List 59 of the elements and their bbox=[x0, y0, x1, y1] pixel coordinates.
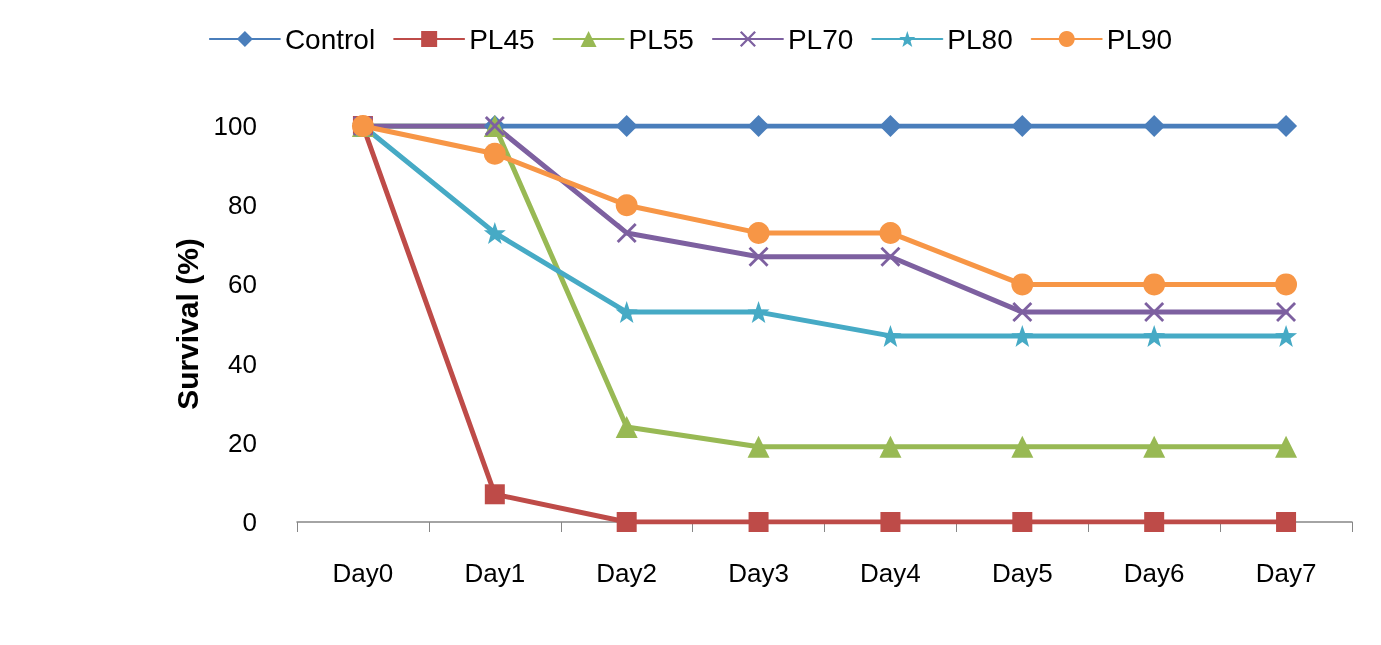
y-tick-label: 40 bbox=[228, 348, 257, 379]
y-axis-title: Survival (%) bbox=[171, 238, 205, 410]
point bbox=[1143, 273, 1166, 296]
point bbox=[1143, 435, 1166, 458]
point bbox=[747, 221, 770, 244]
x-tick-label: Day4 bbox=[860, 558, 921, 588]
legend-label: PL45 bbox=[469, 23, 535, 55]
point bbox=[1012, 302, 1033, 323]
y-tick-label: 100 bbox=[213, 111, 257, 141]
point bbox=[748, 246, 769, 267]
point bbox=[880, 512, 901, 532]
x-tick-label: Day6 bbox=[1123, 558, 1185, 588]
x-tick-label: Day3 bbox=[728, 558, 789, 588]
point bbox=[1276, 302, 1297, 323]
x-tick-label: Day7 bbox=[1255, 558, 1317, 588]
y-tick-label: 60 bbox=[228, 269, 257, 300]
y-tick-label: 0 bbox=[242, 507, 257, 537]
point bbox=[1143, 115, 1166, 137]
point bbox=[1012, 512, 1033, 532]
point bbox=[1275, 273, 1298, 296]
legend-label: PL70 bbox=[787, 23, 854, 55]
point bbox=[616, 512, 637, 532]
point bbox=[880, 246, 901, 267]
point bbox=[483, 142, 506, 165]
point bbox=[1275, 435, 1298, 458]
point bbox=[616, 222, 637, 243]
point bbox=[1275, 115, 1298, 137]
point bbox=[747, 301, 770, 324]
point bbox=[1143, 324, 1166, 347]
legend-label: PL90 bbox=[1106, 23, 1173, 55]
point bbox=[747, 435, 770, 458]
x-tick-label: Day1 bbox=[464, 558, 526, 588]
point bbox=[1011, 115, 1034, 137]
y-tick-label: 20 bbox=[228, 427, 257, 458]
legend-label: PL80 bbox=[947, 23, 1013, 55]
x-tick-label: Day5 bbox=[991, 558, 1053, 588]
y-tick-label: 80 bbox=[228, 190, 257, 221]
legend-label: PL55 bbox=[628, 23, 694, 55]
point bbox=[484, 484, 505, 505]
x-tick-label: Day2 bbox=[596, 558, 658, 588]
point bbox=[1275, 324, 1298, 347]
point bbox=[615, 115, 638, 137]
point bbox=[615, 301, 638, 324]
point bbox=[615, 194, 638, 217]
point bbox=[615, 415, 638, 438]
x-tick-label: Day0 bbox=[332, 558, 394, 588]
point bbox=[879, 435, 902, 458]
point bbox=[748, 512, 769, 532]
point bbox=[1276, 512, 1297, 532]
point bbox=[747, 115, 770, 137]
legend-label: Control bbox=[284, 23, 376, 55]
point bbox=[1144, 512, 1165, 532]
point bbox=[1011, 273, 1034, 296]
point bbox=[1011, 324, 1034, 347]
point bbox=[879, 115, 902, 137]
point bbox=[483, 221, 506, 244]
point bbox=[1011, 435, 1034, 458]
point bbox=[879, 221, 902, 244]
point bbox=[1144, 302, 1165, 323]
